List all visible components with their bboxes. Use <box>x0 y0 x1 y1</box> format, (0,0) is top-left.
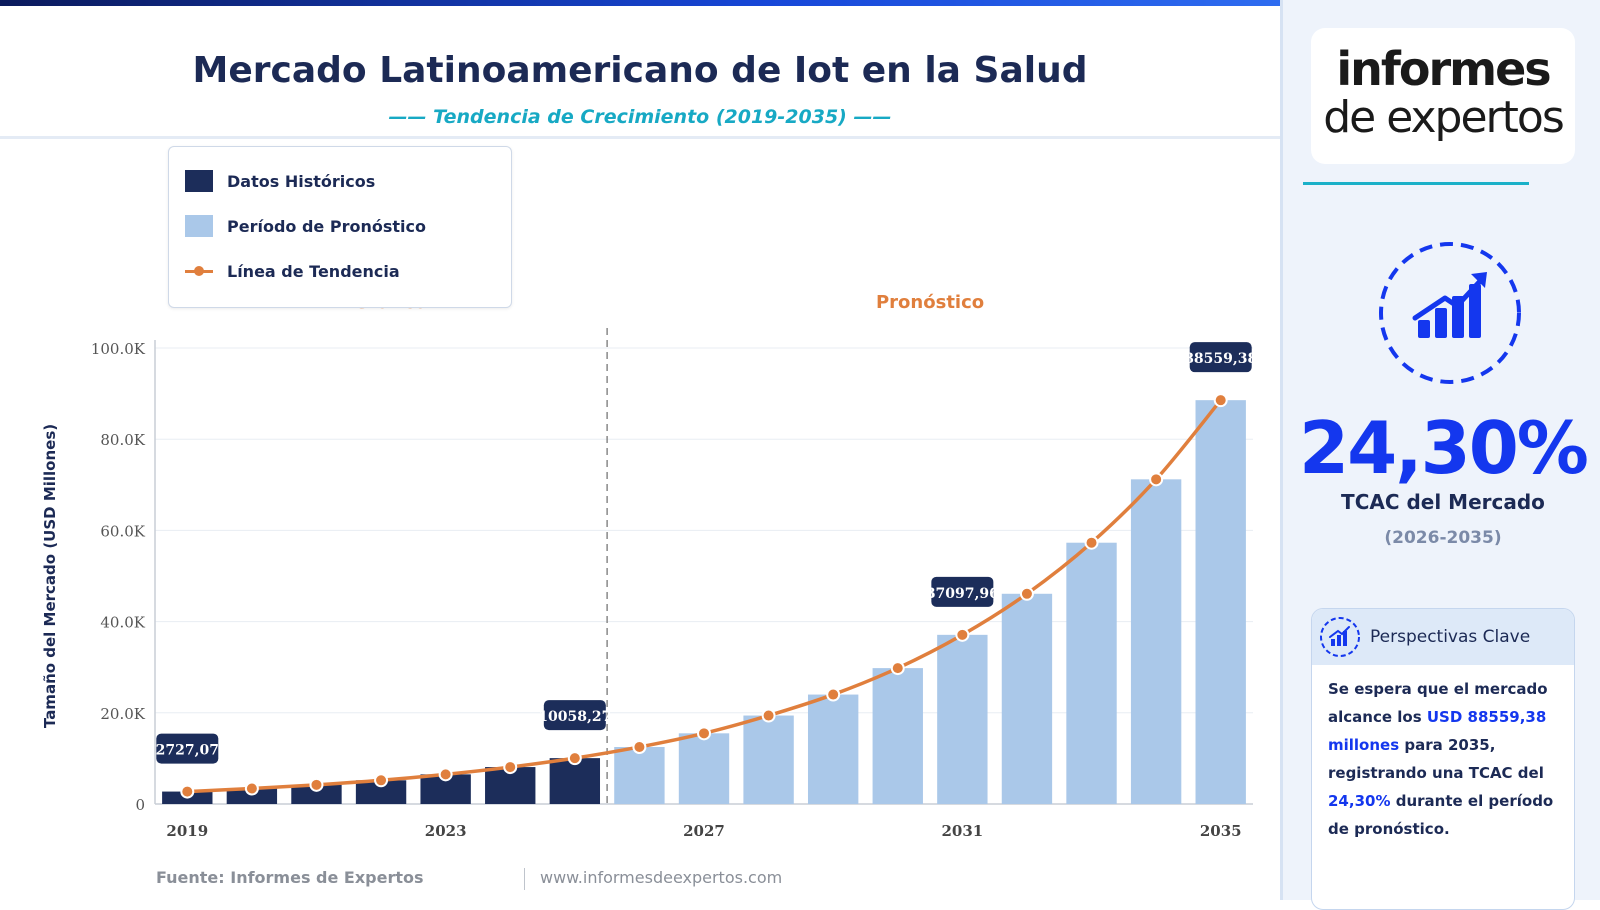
cagr-period: (2026-2035) <box>1384 528 1502 548</box>
footer-source: Fuente: Informes de Expertos <box>156 868 424 887</box>
y-tick-label: 100.0K <box>91 340 146 358</box>
x-tick-label: 2031 <box>941 822 983 840</box>
x-tick-label: 2019 <box>166 822 208 840</box>
bar-forecast <box>614 747 665 804</box>
legend-item-trend: Línea de Tendencia <box>185 259 400 283</box>
legend-swatch-historical <box>185 170 213 192</box>
chart-growth-icon <box>1320 617 1360 657</box>
y-tick-label: 60.0K <box>100 522 145 540</box>
data-label-box <box>931 576 994 607</box>
x-tick-label: 2027 <box>683 822 725 840</box>
legend-label-trend: Línea de Tendencia <box>227 261 400 281</box>
insights-header: Perspectivas Clave <box>1312 609 1574 665</box>
logo-accent-line <box>1303 182 1529 185</box>
y-tick-label: 80.0K <box>100 431 145 449</box>
logo-text-line2: de expertos <box>1323 92 1565 143</box>
bar-forecast <box>1001 593 1053 804</box>
footer-separator <box>524 868 525 890</box>
chart-header: Mercado Latinoamericano de Iot en la Sal… <box>0 6 1280 139</box>
insights-text-part2: para 2035, registrando una TCAC del <box>1328 736 1544 782</box>
bar-forecast <box>1130 479 1182 804</box>
trend-point <box>503 760 518 775</box>
bar-forecast <box>1066 542 1117 804</box>
legend-swatch-forecast <box>185 215 213 237</box>
trend-point <box>1149 472 1164 487</box>
legend-label-historical: Datos Históricos <box>227 171 376 191</box>
insights-text: Se espera que el mercado alcance los USD… <box>1328 675 1564 843</box>
trend-point <box>374 773 389 788</box>
trend-point <box>1213 393 1228 408</box>
section-label-forecast: Pronóstico <box>876 292 984 313</box>
data-label: 2727,07 <box>156 743 219 759</box>
trend-point <box>438 767 453 782</box>
bar-historical <box>226 788 278 804</box>
top-accent-bar <box>0 0 1280 6</box>
y-tick-label: 0 <box>135 796 145 814</box>
bar-forecast <box>872 668 923 804</box>
bar-forecast <box>678 733 730 804</box>
bar-historical <box>549 758 601 804</box>
logo-text-line1: informes <box>1336 42 1551 96</box>
chart-title: Mercado Latinoamericano de Iot en la Sal… <box>192 50 1088 91</box>
trend-point <box>826 687 841 702</box>
legend-label-forecast: Período de Pronóstico <box>227 216 426 236</box>
chart-legend: Datos Históricos Período de Pronóstico L… <box>168 146 512 308</box>
trend-point <box>632 740 647 754</box>
footer-url[interactable]: www.informesdeexpertos.com <box>540 868 783 887</box>
trend-point <box>1019 586 1034 601</box>
logo-card[interactable]: informes de expertos <box>1311 28 1575 164</box>
bar-forecast <box>743 715 794 804</box>
trend-point <box>567 751 582 766</box>
bar-historical <box>291 784 342 804</box>
cagr-value: 24,30% <box>1299 406 1589 490</box>
trend-point <box>955 627 970 642</box>
bar-forecast <box>807 694 859 804</box>
x-tick-label: 2023 <box>425 822 467 840</box>
legend-item-forecast: Período de Pronóstico <box>185 214 426 238</box>
insights-card: Perspectivas Clave Se espera que el merc… <box>1311 608 1575 910</box>
trend-line <box>187 399 1223 794</box>
legend-swatch-trend <box>185 260 213 282</box>
data-label-box <box>156 733 219 764</box>
data-label: 10058,27 <box>538 709 611 725</box>
chart-subtitle: —— Tendencia de Crecimiento (2019-2035) … <box>388 106 892 128</box>
trend-point <box>697 726 711 741</box>
sidebar: informes de expertos 24,30% TCAC del Mer… <box>1280 0 1600 910</box>
trend-point <box>180 784 195 799</box>
bar-forecast <box>937 634 988 804</box>
trend-point <box>890 661 905 676</box>
cagr-label: TCAC del Mercado <box>1341 490 1545 514</box>
trend-point <box>1084 535 1099 550</box>
y-tick-label: 20.0K <box>100 705 145 723</box>
y-axis-title: Tamaño del Mercado (USD Millones) <box>41 424 59 728</box>
data-label-box <box>543 700 606 731</box>
bar-historical <box>355 780 407 804</box>
bar-forecast <box>1195 400 1246 804</box>
data-label: 88559,38 <box>1184 351 1257 367</box>
data-label-box <box>1189 342 1252 373</box>
insights-highlight-value: USD 88559,38 millones <box>1328 708 1547 754</box>
market-chart: 0 20.0K 40.0K 60.0K 80.0K 100.0K Tamaño del Me… <box>41 292 1257 840</box>
chart-area: 0 20.0K 40.0K 60.0K 80.0K 100.0K Tamaño del Me… <box>0 140 1280 900</box>
chart-growth-icon <box>1379 242 1521 384</box>
insights-text-part1: Se espera que el mercado alcance los <box>1328 680 1548 726</box>
y-tick-label: 40.0K <box>100 614 145 632</box>
trend-point <box>761 708 776 723</box>
x-tick-label: 2035 <box>1200 822 1242 840</box>
data-label: 37097,96 <box>926 586 999 602</box>
insights-text-part3: durante el período de pronóstico. <box>1328 792 1554 838</box>
insights-title: Perspectivas Clave <box>1370 627 1531 647</box>
trend-point <box>244 781 259 796</box>
legend-item-historical: Datos Históricos <box>185 169 375 193</box>
insights-highlight-cagr: 24,30% <box>1328 792 1391 810</box>
trend-point <box>309 777 324 792</box>
